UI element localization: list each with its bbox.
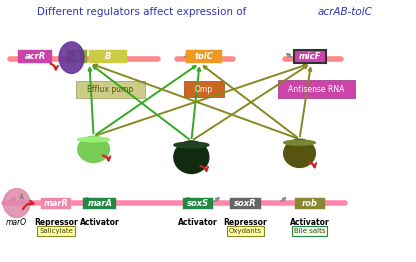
Text: marO: marO — [6, 218, 27, 227]
Text: Repressor: Repressor — [34, 218, 78, 227]
Text: B: B — [105, 52, 111, 61]
Text: Different regulators affect expression of: Different regulators affect expression o… — [37, 7, 250, 17]
Text: Bile salts: Bile salts — [294, 228, 326, 234]
FancyBboxPatch shape — [186, 50, 221, 63]
Text: micF: micF — [299, 52, 321, 61]
Text: Antisense RNA: Antisense RNA — [288, 85, 344, 94]
Ellipse shape — [174, 141, 209, 173]
Text: Activator: Activator — [290, 218, 330, 227]
Text: acrR: acrR — [25, 52, 46, 61]
Text: soxR: soxR — [234, 199, 257, 208]
Text: acrAB-tolC: acrAB-tolC — [318, 7, 373, 17]
Text: Activator: Activator — [80, 218, 120, 227]
FancyBboxPatch shape — [295, 198, 325, 209]
FancyBboxPatch shape — [183, 198, 213, 209]
Text: tolC: tolC — [194, 52, 213, 61]
Ellipse shape — [174, 142, 209, 148]
Text: rob: rob — [302, 199, 318, 208]
Ellipse shape — [3, 189, 30, 217]
Ellipse shape — [284, 140, 315, 145]
Text: soxS: soxS — [186, 199, 209, 208]
FancyBboxPatch shape — [18, 50, 52, 63]
Ellipse shape — [284, 139, 315, 167]
FancyBboxPatch shape — [41, 198, 71, 209]
FancyBboxPatch shape — [83, 198, 116, 209]
FancyBboxPatch shape — [278, 80, 354, 98]
Text: A: A — [74, 52, 80, 61]
Text: Efflux pump: Efflux pump — [87, 85, 134, 94]
Ellipse shape — [78, 136, 109, 162]
Text: Salicylate: Salicylate — [39, 228, 73, 234]
FancyBboxPatch shape — [230, 198, 261, 209]
FancyBboxPatch shape — [76, 80, 145, 98]
FancyBboxPatch shape — [295, 50, 325, 63]
Text: Oxydants: Oxydants — [229, 228, 262, 234]
FancyBboxPatch shape — [67, 50, 87, 63]
Text: marA: marA — [87, 199, 112, 208]
Ellipse shape — [78, 137, 109, 142]
FancyBboxPatch shape — [89, 50, 127, 63]
Text: Repressor: Repressor — [223, 218, 267, 227]
Text: marR: marR — [44, 199, 69, 208]
Text: Omp: Omp — [195, 85, 213, 94]
Text: Activator: Activator — [178, 218, 218, 227]
FancyBboxPatch shape — [184, 81, 224, 97]
Ellipse shape — [59, 42, 84, 73]
